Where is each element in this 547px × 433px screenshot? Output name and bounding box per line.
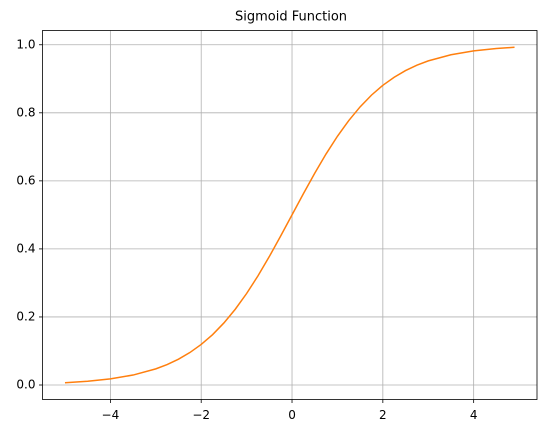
y-tick-label: 0.0: [16, 378, 35, 392]
y-tick-label: 1.0: [16, 37, 35, 51]
y-tick-label: 0.2: [16, 309, 35, 323]
chart-title: Sigmoid Function: [235, 10, 347, 25]
x-tick-label: 4: [470, 408, 478, 422]
x-tick-label: −4: [102, 408, 120, 422]
y-tick-label: 0.4: [16, 241, 35, 255]
x-tick-label: 0: [288, 408, 296, 422]
y-tick-label: 0.8: [16, 105, 35, 119]
x-tick-label: −2: [192, 408, 210, 422]
axes-frame: [42, 30, 538, 400]
line: [64, 46, 515, 384]
x-tick-label: 2: [379, 408, 387, 422]
y-tick-label: 0.6: [16, 173, 35, 187]
